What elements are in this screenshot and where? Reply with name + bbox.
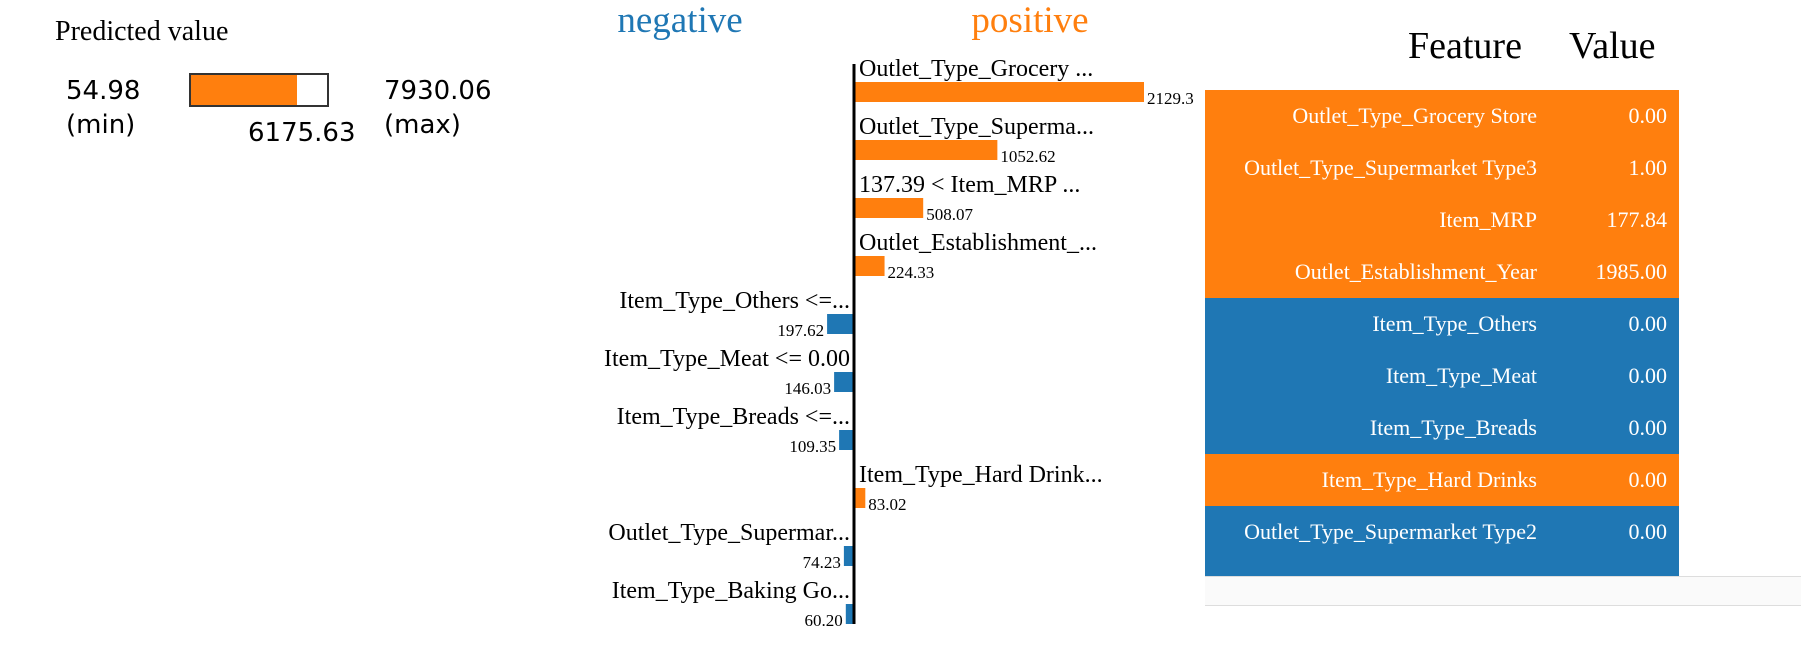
bars-group: Outlet_Type_Grocery ... 2129.3 Outlet_Type… bbox=[604, 56, 1194, 630]
table-row: Outlet_Type_Supermarket Type3 1.00 bbox=[1205, 142, 1679, 194]
table-cell-feature: Item_MRP bbox=[1439, 207, 1537, 232]
predicted-min-value: 54.98 bbox=[66, 76, 141, 106]
bar-value-label: 146.03 bbox=[784, 379, 831, 398]
bar-value-label: 197.62 bbox=[777, 321, 824, 340]
table-cell-value: 177.84 bbox=[1606, 207, 1668, 232]
table-header-value: Value bbox=[1569, 25, 1656, 67]
predicted-max-value: 7930.06 bbox=[384, 76, 492, 106]
table-row: Item_Type_Breads 0.00 bbox=[1205, 402, 1679, 454]
predicted-min-label: (min) bbox=[66, 110, 136, 140]
bar bbox=[854, 82, 1144, 102]
predicted-value-title: Predicted value bbox=[55, 16, 229, 47]
bar-label: Item_Type_Hard Drink... bbox=[859, 462, 1103, 488]
bar-value-label: 74.23 bbox=[803, 553, 841, 572]
table-row: Item_Type_Others 0.00 bbox=[1205, 298, 1679, 350]
bar-value-label: 1052.62 bbox=[1000, 147, 1055, 166]
bar bbox=[839, 430, 854, 450]
bar-value-label: 508.07 bbox=[926, 205, 973, 224]
bar-label: Outlet_Type_Grocery ... bbox=[859, 56, 1093, 82]
table-row: Item_MRP 177.84 bbox=[1205, 194, 1679, 246]
bar-label: Item_Type_Meat <= 0.00 bbox=[604, 346, 850, 372]
bar-label: 137.39 < Item_MRP ... bbox=[859, 172, 1080, 198]
table-cell-feature: Item_Type_Others bbox=[1372, 311, 1537, 336]
table-cell-feature: Item_Type_Breads bbox=[1369, 415, 1537, 440]
table-row: Item_Type_Meat 0.00 bbox=[1205, 350, 1679, 402]
table-cell-value: 0.00 bbox=[1628, 311, 1668, 336]
predicted-current-value: 6175.63 bbox=[248, 118, 356, 148]
table-row: Outlet_Type_Grocery Store 0.00 bbox=[1205, 90, 1679, 142]
table-header-feature: Feature bbox=[1408, 25, 1522, 67]
table-row: Item_Type_Hard Drinks 0.00 bbox=[1205, 454, 1679, 506]
table-footer-bar bbox=[1205, 576, 1801, 606]
bar-value-label: 60.20 bbox=[805, 611, 843, 630]
feature-contribution-chart: negative positive Outlet_Type_Grocery ..… bbox=[604, 0, 1194, 630]
table-cell-value: 1.00 bbox=[1628, 155, 1668, 180]
table-cell-feature: Outlet_Type_Supermarket Type2 bbox=[1244, 519, 1537, 544]
legend-positive: positive bbox=[971, 0, 1088, 41]
bar-value-label: 2129.3 bbox=[1147, 89, 1194, 108]
bar-value-label: 83.02 bbox=[868, 495, 906, 514]
bar-value-label: 109.35 bbox=[789, 437, 836, 456]
predicted-value-bar-fill bbox=[191, 75, 297, 105]
bar bbox=[854, 256, 885, 276]
bar bbox=[854, 140, 998, 160]
legend-negative: negative bbox=[617, 0, 742, 41]
table-cell-feature: Item_Type_Hard Drinks bbox=[1321, 467, 1537, 492]
bar bbox=[854, 198, 924, 218]
table-cell-feature: Outlet_Establishment_Year bbox=[1294, 259, 1537, 284]
table-cell-value: 0.00 bbox=[1628, 519, 1668, 544]
table-cell-value: 0.00 bbox=[1628, 467, 1668, 492]
table-cell-value: 1985.00 bbox=[1595, 259, 1668, 284]
bar bbox=[854, 488, 866, 508]
bar bbox=[834, 372, 854, 392]
bar-label: Item_Type_Others <=... bbox=[619, 288, 850, 314]
bar-label: Outlet_Type_Supermar... bbox=[608, 520, 850, 546]
bar-label: Item_Type_Baking Go... bbox=[612, 578, 850, 604]
bar bbox=[843, 546, 854, 566]
predicted-max-label: (max) bbox=[384, 110, 461, 140]
table-cell-value: 0.00 bbox=[1628, 103, 1668, 128]
table-cell-value: 0.00 bbox=[1628, 415, 1668, 440]
table-row: Outlet_Establishment_Year 1985.00 bbox=[1205, 246, 1679, 298]
bar bbox=[827, 314, 854, 334]
predicted-value-bar bbox=[189, 73, 329, 107]
bar-label: Outlet_Type_Superma... bbox=[859, 114, 1094, 140]
table-cell-feature: Outlet_Type_Supermarket Type3 bbox=[1244, 155, 1537, 180]
table-cell-feature: Outlet_Type_Grocery Store bbox=[1292, 103, 1537, 128]
bar-value-label: 224.33 bbox=[888, 263, 935, 282]
table-row: Outlet_Type_Supermarket Type2 0.00 bbox=[1205, 506, 1679, 558]
table-cell-feature: Item_Type_Meat bbox=[1385, 363, 1537, 388]
bar-label: Item_Type_Breads <=... bbox=[617, 404, 850, 430]
bar-label: Outlet_Establishment_... bbox=[859, 230, 1097, 256]
table-cell-value: 0.00 bbox=[1628, 363, 1668, 388]
bar bbox=[845, 604, 854, 624]
